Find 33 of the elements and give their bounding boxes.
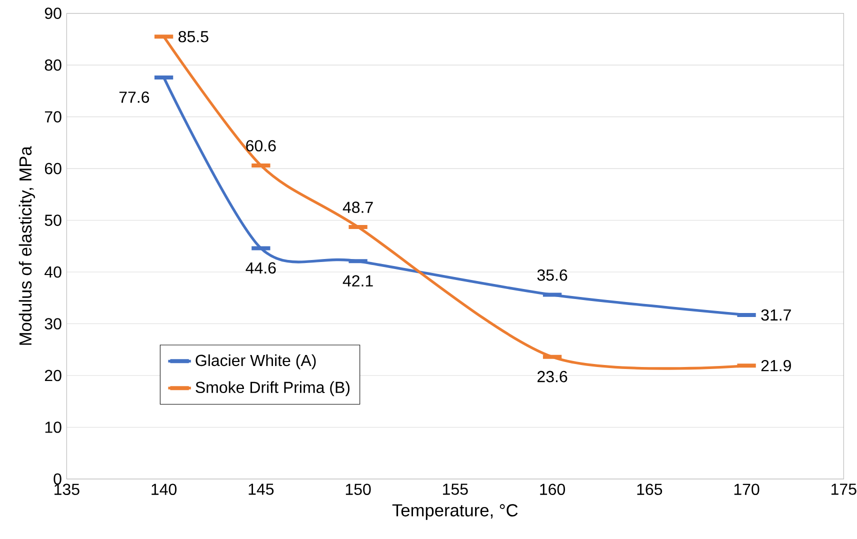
data-label: 42.1 (342, 275, 373, 286)
y-tick-label: 20 (44, 370, 62, 382)
y-tick-label: 90 (44, 8, 62, 19)
data-label: 60.6 (246, 140, 276, 152)
y-tick-label: 40 (44, 266, 62, 278)
data-label: 21.9 (761, 360, 791, 372)
x-tick-label: 150 (346, 484, 371, 496)
legend-label: Smoke Drift Prima (B) (196, 381, 350, 396)
x-tick-label: 175 (832, 484, 856, 495)
y-tick-label: 80 (44, 59, 62, 71)
y-tick-label: 70 (44, 111, 62, 122)
y-axis-title: Modulus of elasticity, MPa (18, 146, 36, 345)
x-tick-label: 145 (248, 484, 274, 495)
data-label: 44.6 (246, 262, 276, 274)
data-label: 35.6 (537, 269, 568, 281)
legend-label: Glacier White (A) (196, 354, 316, 370)
x-tick-label: 165 (637, 484, 662, 496)
y-tick-label: 30 (44, 318, 62, 330)
data-label: 48.7 (342, 202, 373, 213)
data-label: 31.7 (761, 309, 791, 321)
data-label: 23.6 (538, 370, 568, 382)
x-tick-label: 170 (734, 484, 760, 496)
x-tick-label: 135 (54, 484, 80, 496)
x-tick-label: 160 (540, 484, 566, 496)
y-tick-label: 10 (45, 422, 62, 433)
data-label: 85.5 (178, 30, 208, 42)
y-tick-label: 0 (54, 473, 62, 485)
x-tick-label: 155 (443, 484, 468, 495)
x-axis-title: Temperature, °C (392, 504, 518, 520)
y-tick-label: 60 (44, 162, 62, 174)
x-tick-label: 140 (152, 484, 177, 496)
data-label: 77.6 (119, 92, 150, 103)
y-tick-label: 50 (44, 214, 62, 226)
